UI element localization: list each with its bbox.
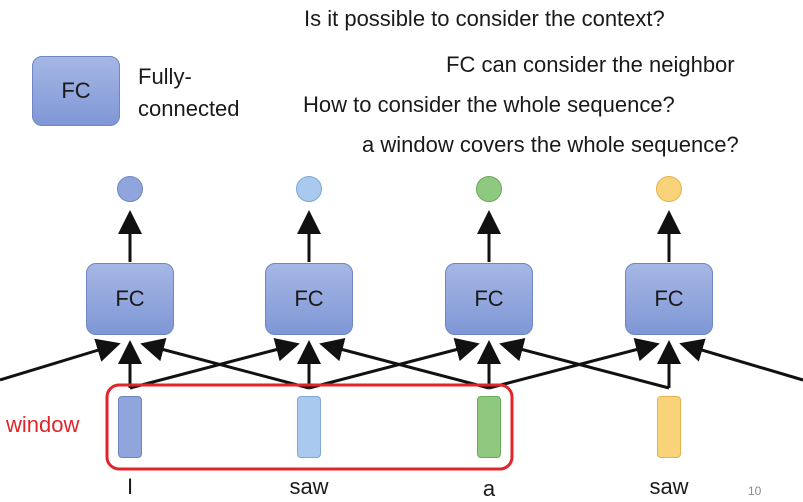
arrow-in-fc4-left — [488, 337, 660, 390]
output-circle-4 — [656, 176, 682, 202]
arrow-in-fc3-left — [308, 337, 480, 390]
legend-fc-box: FC — [32, 56, 120, 126]
legend-fc-label: FC — [61, 78, 91, 103]
arrow-in-fc1-left — [0, 338, 121, 382]
arrow-in-fc2-left — [129, 337, 300, 390]
input-vector-4 — [657, 396, 681, 458]
fc-box-3-label: FC — [474, 286, 504, 311]
fc-box-2-label: FC — [294, 286, 324, 311]
fc-box-4-label: FC — [654, 286, 684, 311]
word-1: I — [126, 474, 134, 499]
fc-box-1-label: FC — [115, 286, 145, 311]
fc-box-4: FC — [625, 263, 713, 335]
output-circle-3 — [476, 176, 502, 202]
note-neighbor: FC can consider the neighbor — [446, 52, 735, 77]
fc-box-1: FC — [86, 263, 174, 335]
output-circle-2 — [296, 176, 322, 202]
word-3: a — [482, 476, 496, 501]
arrow-in-fc3-right — [499, 337, 670, 390]
window-frame — [105, 383, 514, 471]
legend-desc-line2: connected — [138, 96, 240, 121]
fc-box-2: FC — [265, 263, 353, 335]
input-vector-1 — [118, 396, 142, 458]
legend-desc-line1: Fully- — [138, 64, 192, 89]
fc-box-3: FC — [445, 263, 533, 335]
note-context: Is it possible to consider the context? — [304, 6, 665, 31]
input-vector-3 — [477, 396, 501, 458]
input-vector-2 — [297, 396, 321, 458]
window-label: window — [6, 412, 80, 437]
arrow-in-fc4-right — [679, 338, 803, 382]
output-circle-1 — [117, 176, 143, 202]
word-2: saw — [289, 474, 329, 499]
arrow-in-fc2-right — [319, 337, 490, 390]
page-number: 10 — [748, 484, 762, 498]
word-4: saw — [649, 474, 689, 499]
note-whole-sequence: How to consider the whole sequence? — [303, 92, 675, 117]
note-window-covers: a window covers the whole sequence? — [362, 132, 739, 157]
arrow-in-fc1-right — [140, 337, 310, 390]
